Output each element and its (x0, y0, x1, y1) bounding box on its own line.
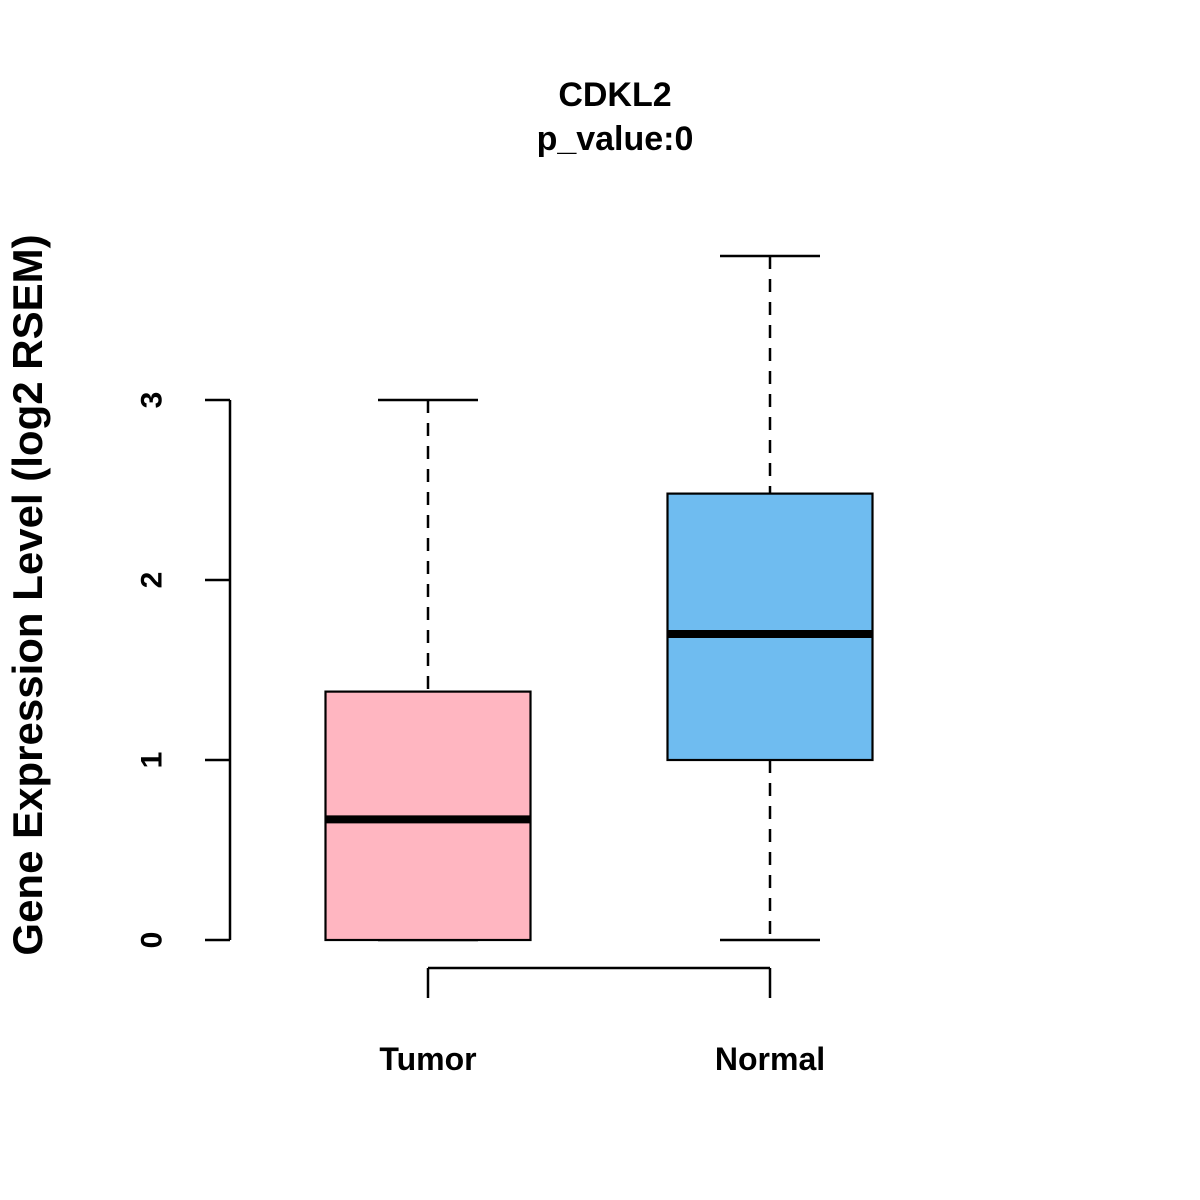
boxes (324, 254, 874, 942)
y-tick-label: 2 (136, 572, 169, 589)
y-axis-label: Gene Expression Level (log2 RSEM) (4, 234, 51, 955)
y-tick-label: 1 (136, 752, 169, 769)
x-category-label: Normal (715, 1041, 825, 1077)
y-tick-label: 3 (136, 392, 169, 409)
y-tick-label: 0 (136, 932, 169, 949)
x-category-labels: Tumor Normal (379, 1041, 825, 1077)
chart-subtitle: p_value:0 (537, 120, 694, 158)
x-category-label: Tumor (379, 1041, 476, 1077)
box-normal (666, 254, 874, 942)
axes: 0 1 2 3 (136, 392, 772, 998)
chart-title: CDKL2 (558, 76, 671, 114)
box-tumor (324, 398, 532, 942)
iqr-box (666, 492, 874, 762)
